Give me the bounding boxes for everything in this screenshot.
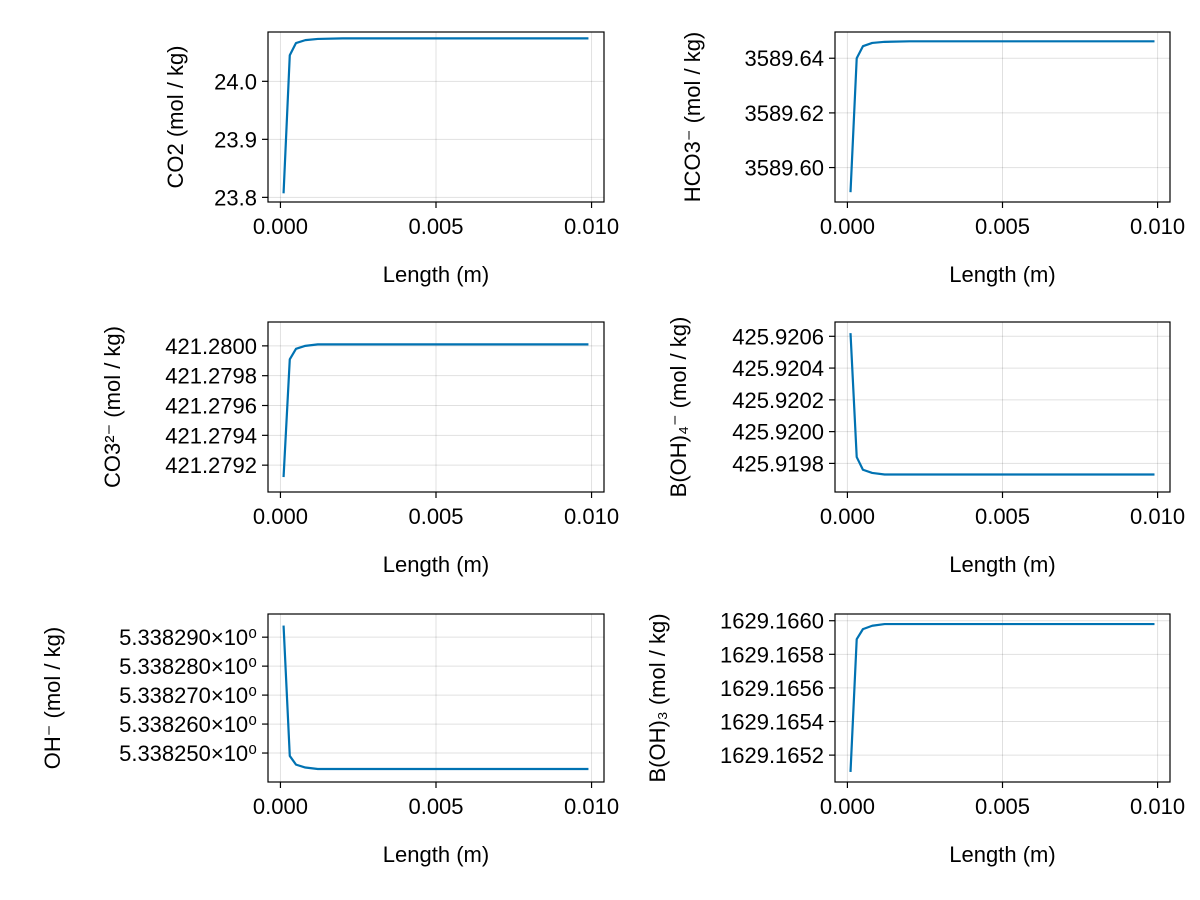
y-axis-label: CO2 (mol / kg)	[163, 45, 188, 188]
y-tick-label: 425.9206	[732, 324, 824, 349]
x-tick-label: 0.010	[1130, 794, 1185, 819]
y-axis-label: B(OH)₃ (mol / kg)	[645, 613, 670, 782]
x-tick-label: 0.010	[564, 214, 619, 239]
x-tick-label: 0.005	[975, 214, 1030, 239]
x-tick-label: 0.000	[820, 504, 875, 529]
x-tick-label: 0.005	[408, 504, 463, 529]
y-tick-label: 425.9204	[732, 356, 824, 381]
x-tick-label: 0.010	[1130, 214, 1185, 239]
y-tick-label: 421.2792	[165, 453, 257, 478]
y-tick-label: 5.338260×10⁰	[119, 712, 257, 737]
x-tick-label: 0.010	[564, 794, 619, 819]
x-tick-label: 0.005	[408, 214, 463, 239]
y-tick-label: 1629.1652	[720, 743, 824, 768]
subplot-1: 0.000 0.005 0.010 23.8 23.9 24.0 Length (m) CO2…	[163, 31, 619, 287]
y-tick-label: 5.338290×10⁰	[119, 625, 257, 650]
x-axis-label: Length (m)	[949, 262, 1055, 287]
y-tick-label: 24.0	[214, 69, 257, 94]
y-tick-label: 3589.60	[744, 156, 824, 181]
x-tick-label: 0.005	[975, 794, 1030, 819]
subplot-2: 0.000 0.005 0.010 3589.60 3589.62 3589.64 Leng…	[680, 31, 1185, 287]
x-tick-label: 0.000	[253, 214, 308, 239]
series-line	[849, 333, 1155, 476]
x-axis-label: Length (m)	[383, 552, 489, 577]
y-axis-label: B(OH)₄⁻ (mol / kg)	[666, 317, 691, 498]
subplot-4: 0.000 0.005 0.010 425.9198 425.9200 425.9202 4…	[666, 317, 1185, 577]
x-axis-label: Length (m)	[383, 842, 489, 867]
x-tick-label: 0.000	[820, 214, 875, 239]
y-axis-label: OH⁻ (mol / kg)	[40, 627, 65, 769]
x-axis-label: Length (m)	[949, 842, 1055, 867]
x-tick-label: 0.000	[253, 504, 308, 529]
x-tick-label: 0.000	[253, 794, 308, 819]
y-tick-label: 5.338250×10⁰	[119, 741, 257, 766]
subplot-5: 0.000 0.005 0.010 5.338250×10⁰ 5.338260×10⁰ 5…	[40, 613, 619, 867]
y-axis-label: HCO3⁻ (mol / kg)	[680, 32, 705, 203]
series-line	[282, 625, 589, 771]
x-tick-label: 0.010	[564, 504, 619, 529]
y-tick-label: 1629.1660	[720, 609, 824, 634]
y-tick-label: 3589.62	[744, 101, 824, 126]
x-tick-label: 0.005	[975, 504, 1030, 529]
x-axis-label: Length (m)	[949, 552, 1055, 577]
y-tick-label: 425.9202	[732, 388, 824, 413]
subplot-3: 0.000 0.005 0.010 421.2792 421.2794 421.2796 4…	[100, 321, 619, 577]
y-tick-label: 425.9200	[732, 420, 824, 445]
y-tick-label: 1629.1654	[720, 710, 824, 735]
y-tick-label: 421.2794	[165, 423, 257, 448]
y-tick-label: 5.338280×10⁰	[119, 654, 257, 679]
x-tick-label: 0.010	[1130, 504, 1185, 529]
y-tick-label: 3589.64	[744, 46, 824, 71]
y-tick-label: 421.2796	[165, 394, 257, 419]
subplot-6: 0.000 0.005 0.010 1629.1652 1629.1654 1629.16…	[645, 609, 1185, 867]
x-tick-label: 0.005	[408, 794, 463, 819]
x-axis-label: Length (m)	[383, 262, 489, 287]
y-axis-label: CO3²⁻ (mol / kg)	[100, 326, 125, 488]
y-tick-label: 5.338270×10⁰	[119, 683, 257, 708]
y-tick-label: 1629.1658	[720, 642, 824, 667]
y-tick-label: 23.9	[214, 127, 257, 152]
y-tick-label: 23.8	[214, 185, 257, 210]
y-tick-label: 421.2800	[165, 334, 257, 359]
series-line	[282, 37, 589, 194]
y-tick-label: 1629.1656	[720, 676, 824, 701]
x-tick-label: 0.000	[820, 794, 875, 819]
y-tick-label: 425.9198	[732, 451, 824, 476]
series-line	[849, 40, 1155, 193]
series-line	[849, 622, 1155, 772]
series-line	[282, 343, 589, 478]
y-tick-label: 421.2798	[165, 364, 257, 389]
